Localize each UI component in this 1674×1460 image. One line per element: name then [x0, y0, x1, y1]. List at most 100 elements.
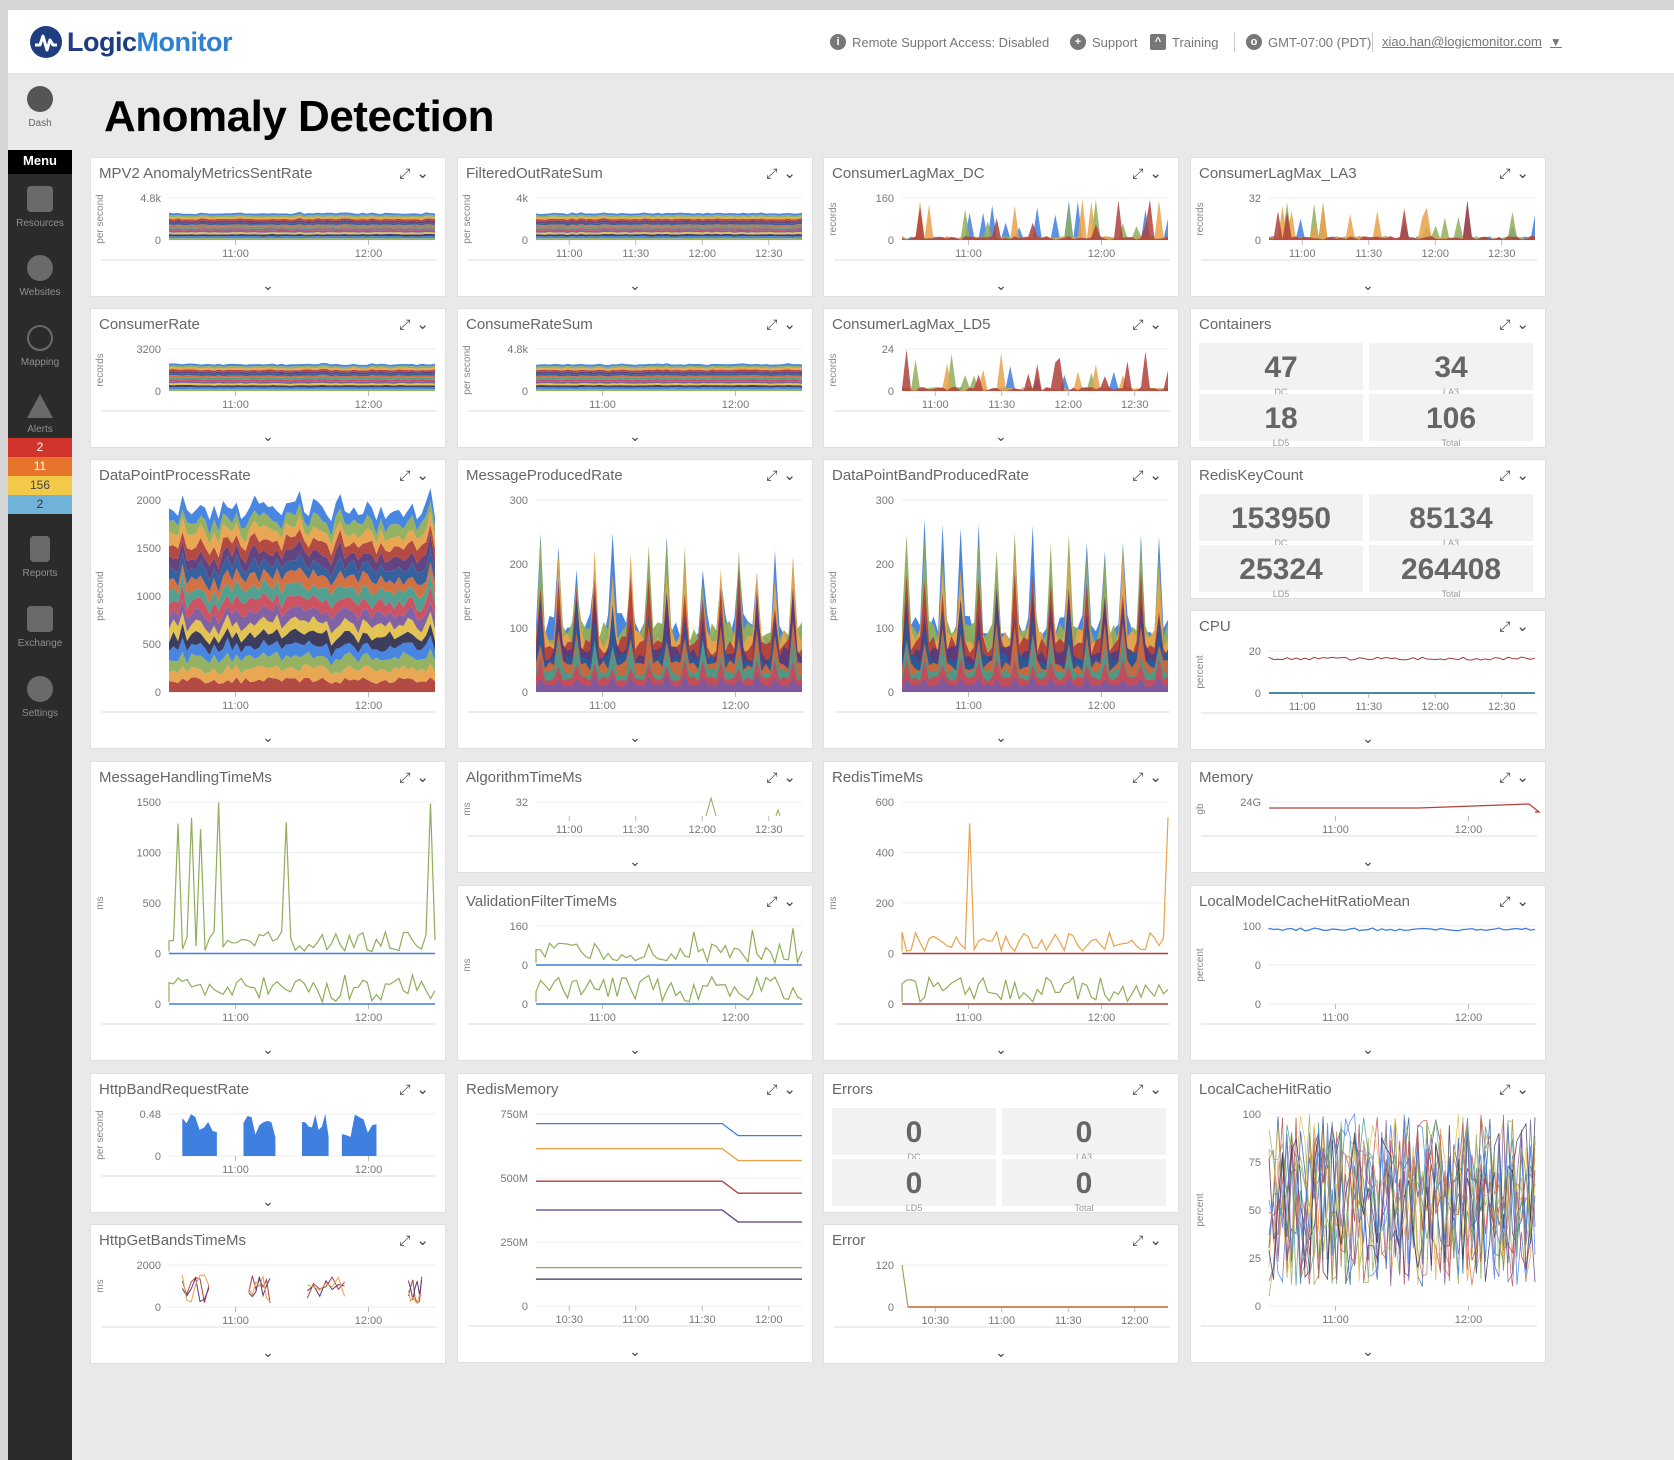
widget-options-chevron-icon[interactable]: ⌄	[1149, 467, 1168, 484]
widget-options-chevron-icon[interactable]: ⌄	[1149, 165, 1168, 182]
collapse-chevron-icon[interactable]: ⌄	[629, 729, 641, 745]
expand-icon[interactable]: ⤢	[399, 769, 417, 785]
collapse-chevron-icon[interactable]: ⌄	[1362, 1343, 1374, 1359]
widget-title: ConsumerLagMax_LA3	[1199, 165, 1357, 182]
collapse-chevron-icon[interactable]: ⌄	[629, 1041, 641, 1057]
expand-icon[interactable]: ⤢	[399, 1081, 417, 1097]
sidebar-menu-toggle[interactable]: Menu	[8, 150, 72, 174]
y-tick-label: 25	[1249, 1253, 1261, 1265]
collapse-chevron-icon[interactable]: ⌄	[629, 277, 641, 293]
sidebar-item-reports[interactable]: Reports	[8, 536, 72, 579]
widget-mpv2-anomalymetricssentrate: per second 4.8k 0 11:00 12:00 MPV2 AnomalyMet…	[90, 157, 446, 297]
alert-count-critical[interactable]: 2	[8, 438, 72, 457]
expand-icon[interactable]: ⤢	[766, 316, 784, 332]
expand-icon[interactable]: ⤢	[766, 467, 784, 483]
collapse-chevron-icon[interactable]: ⌄	[629, 428, 641, 444]
collapse-chevron-icon[interactable]: ⌄	[629, 1343, 641, 1359]
widget-options-chevron-icon[interactable]: ⌄	[1516, 1081, 1535, 1098]
expand-icon[interactable]: ⤢	[1499, 467, 1517, 483]
widget-options-chevron-icon[interactable]: ⌄	[1516, 769, 1535, 786]
sidebar-item-settings[interactable]: Settings	[8, 676, 72, 719]
widget-options-chevron-icon[interactable]: ⌄	[416, 1232, 435, 1249]
widget-options-chevron-icon[interactable]: ⌄	[416, 165, 435, 182]
widget-options-chevron-icon[interactable]: ⌄	[783, 467, 802, 484]
widget-options-chevron-icon[interactable]: ⌄	[783, 1081, 802, 1098]
sidebar-item-alerts[interactable]: Alerts	[8, 394, 72, 435]
support-link[interactable]: + Support	[1070, 34, 1138, 50]
widget-options-chevron-icon[interactable]: ⌄	[1516, 316, 1535, 333]
expand-icon[interactable]: ⤢	[1132, 316, 1150, 332]
remote-support-status[interactable]: i Remote Support Access: Disabled	[830, 34, 1049, 50]
expand-icon[interactable]: ⤢	[399, 316, 417, 332]
expand-icon[interactable]: ⤢	[399, 1232, 417, 1248]
widget-options-chevron-icon[interactable]: ⌄	[783, 893, 802, 910]
collapse-chevron-icon[interactable]: ⌄	[262, 1193, 274, 1209]
sidebar-item-exchange[interactable]: Exchange	[8, 606, 72, 649]
widget-options-chevron-icon[interactable]: ⌄	[416, 316, 435, 333]
expand-icon[interactable]: ⤢	[1499, 165, 1517, 181]
expand-icon[interactable]: ⤢	[766, 165, 784, 181]
x-tick-label: 12:00	[1455, 1012, 1483, 1024]
collapse-chevron-icon[interactable]: ⌄	[1362, 730, 1374, 746]
expand-icon[interactable]: ⤢	[1132, 1232, 1150, 1248]
user-menu[interactable]: xiao.han@logicmonitor.com ▼	[1382, 34, 1562, 49]
widget-error: 120 0 10:30 11:00 11:30 12:00 Error ⤢⌄ ⌄	[823, 1224, 1179, 1364]
expand-icon[interactable]: ⤢	[1499, 618, 1517, 634]
sidebar-item-resources[interactable]: Resources	[8, 186, 72, 229]
sidebar-item-mapping[interactable]: Mapping	[8, 325, 72, 368]
collapse-chevron-icon[interactable]: ⌄	[995, 1041, 1007, 1057]
y-axis-unit: records	[828, 353, 839, 386]
widget-options-chevron-icon[interactable]: ⌄	[1516, 893, 1535, 910]
widget-options-chevron-icon[interactable]: ⌄	[416, 769, 435, 786]
widget-options-chevron-icon[interactable]: ⌄	[1516, 618, 1535, 635]
widget-options-chevron-icon[interactable]: ⌄	[783, 165, 802, 182]
expand-icon[interactable]: ⤢	[766, 1081, 784, 1097]
expand-icon[interactable]: ⤢	[1132, 1081, 1150, 1097]
widget-options-chevron-icon[interactable]: ⌄	[1149, 769, 1168, 786]
collapse-chevron-icon[interactable]: ⌄	[262, 428, 274, 444]
collapse-chevron-icon[interactable]: ⌄	[629, 853, 641, 869]
y-tick-label: 0	[1255, 1301, 1261, 1313]
expand-icon[interactable]: ⤢	[1499, 893, 1517, 909]
big-number-value: 0	[905, 1116, 923, 1149]
widget-options-chevron-icon[interactable]: ⌄	[1516, 467, 1535, 484]
collapse-chevron-icon[interactable]: ⌄	[262, 277, 274, 293]
training-link[interactable]: ^ Training	[1150, 34, 1218, 50]
expand-icon[interactable]: ⤢	[766, 893, 784, 909]
timezone-selector[interactable]: o GMT-07:00 (PDT)	[1246, 34, 1371, 50]
expand-icon[interactable]: ⤢	[1132, 769, 1150, 785]
widget-options-chevron-icon[interactable]: ⌄	[783, 316, 802, 333]
collapse-chevron-icon[interactable]: ⌄	[262, 1041, 274, 1057]
collapse-chevron-icon[interactable]: ⌄	[1362, 853, 1374, 869]
expand-icon[interactable]: ⤢	[1499, 769, 1517, 785]
collapse-chevron-icon[interactable]: ⌄	[1362, 1041, 1374, 1057]
collapse-chevron-icon[interactable]: ⌄	[262, 729, 274, 745]
expand-icon[interactable]: ⤢	[399, 165, 417, 181]
expand-icon[interactable]: ⤢	[399, 467, 417, 483]
collapse-chevron-icon[interactable]: ⌄	[995, 277, 1007, 293]
expand-icon[interactable]: ⤢	[1499, 316, 1517, 332]
logo[interactable]: LogicMonitor	[30, 24, 232, 60]
collapse-chevron-icon[interactable]: ⌄	[995, 1344, 1007, 1360]
expand-icon[interactable]: ⤢	[1132, 467, 1150, 483]
alert-count-warning[interactable]: 156	[8, 476, 72, 495]
widget-options-chevron-icon[interactable]: ⌄	[1149, 1232, 1168, 1249]
alert-count-error[interactable]: 11	[8, 457, 72, 476]
collapse-chevron-icon[interactable]: ⌄	[262, 1344, 274, 1360]
sidebar-item-dash[interactable]: Dash	[8, 74, 72, 150]
collapse-chevron-icon[interactable]: ⌄	[995, 729, 1007, 745]
alert-count-info[interactable]: 2	[8, 495, 72, 514]
widget-options-chevron-icon[interactable]: ⌄	[416, 1081, 435, 1098]
collapse-chevron-icon[interactable]: ⌄	[1362, 277, 1374, 293]
sidebar-item-websites[interactable]: Websites	[8, 255, 72, 298]
collapse-chevron-icon[interactable]: ⌄	[995, 428, 1007, 444]
widget-controls: ⤢⌄	[1499, 164, 1535, 182]
widget-options-chevron-icon[interactable]: ⌄	[1149, 316, 1168, 333]
widget-options-chevron-icon[interactable]: ⌄	[416, 467, 435, 484]
expand-icon[interactable]: ⤢	[766, 769, 784, 785]
widget-options-chevron-icon[interactable]: ⌄	[1149, 1081, 1168, 1098]
widget-options-chevron-icon[interactable]: ⌄	[783, 769, 802, 786]
widget-options-chevron-icon[interactable]: ⌄	[1516, 165, 1535, 182]
expand-icon[interactable]: ⤢	[1132, 165, 1150, 181]
expand-icon[interactable]: ⤢	[1499, 1081, 1517, 1097]
